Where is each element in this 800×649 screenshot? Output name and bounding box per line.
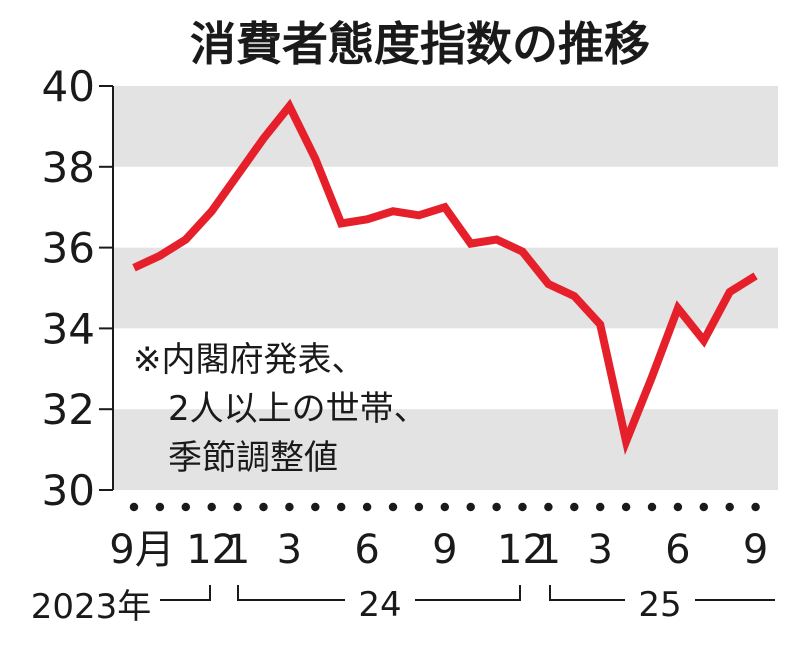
- x-axis-dot: [311, 502, 320, 512]
- grid-band: [113, 86, 778, 167]
- y-tick-label: 36: [42, 224, 95, 273]
- y-tick-label: 40: [42, 62, 95, 111]
- year-bracket-2024-right: [415, 585, 521, 601]
- year-bracket-2023: [160, 585, 211, 601]
- x-axis-dot: [621, 502, 631, 512]
- year-label-2024: 24: [358, 585, 401, 625]
- x-axis-dot: [751, 502, 760, 512]
- y-tick-label: 38: [42, 143, 95, 192]
- x-axis-dot: [233, 502, 242, 512]
- x-axis-dot: [362, 502, 372, 512]
- x-axis-dot: [466, 502, 475, 512]
- grid-band: [113, 409, 778, 490]
- x-tick-label: 3: [277, 527, 302, 573]
- x-tick-label: 12: [186, 527, 237, 573]
- grid-bands: [113, 86, 778, 490]
- note-line-1: ※内閣府発表、: [133, 340, 366, 380]
- y-axis-ticks: [99, 85, 113, 491]
- x-tick-label: 3: [587, 527, 612, 573]
- x-axis-dot: [259, 502, 268, 512]
- grid-band: [113, 247, 778, 329]
- year-label-2025: 25: [638, 585, 681, 625]
- source-note: ※内閣府発表、 2人以上の世帯、 季節調整値: [133, 340, 428, 478]
- x-axis-dot: [570, 502, 579, 512]
- x-axis-dot: [518, 502, 527, 512]
- year-label-2023: 2023年: [31, 587, 152, 627]
- y-axis-tick-labels: 30 32 34 36 38 40: [42, 62, 95, 515]
- y-tick-label: 34: [42, 304, 95, 353]
- x-axis-dot: [647, 502, 657, 512]
- x-tick-label: 1: [225, 527, 250, 573]
- x-axis-dot: [181, 502, 190, 512]
- x-axis-dots: [129, 502, 760, 512]
- x-tick-label: 1: [536, 527, 561, 573]
- chart-title: 消費者態度指数の推移: [190, 17, 650, 71]
- x-axis-dot: [544, 502, 553, 512]
- note-line-2: 2人以上の世帯、: [168, 389, 428, 429]
- x-axis-dot: [388, 502, 398, 512]
- x-tick-label: 12: [497, 527, 548, 573]
- x-axis-dot: [673, 502, 683, 512]
- x-axis-dot: [129, 502, 139, 512]
- x-axis-dot: [207, 502, 216, 512]
- x-tick-label: 9: [432, 527, 457, 573]
- x-axis-dot: [596, 502, 605, 512]
- year-bracket-2025-left: [549, 585, 625, 601]
- year-bracket-2024-left: [237, 585, 345, 601]
- x-axis-dot: [440, 502, 449, 512]
- x-tick-label: 6: [354, 527, 379, 573]
- x-axis-dot: [492, 502, 501, 512]
- x-axis-dot: [699, 502, 708, 512]
- x-tick-label: 9月: [109, 527, 174, 573]
- note-line-3: 季節調整値: [168, 438, 338, 478]
- x-axis-dot: [155, 502, 165, 512]
- x-axis-dot: [725, 502, 734, 512]
- series-line: [132, 98, 758, 456]
- y-tick-label: 30: [42, 466, 95, 515]
- year-labels: 2023年 24 25: [31, 585, 775, 627]
- x-axis-tick-labels: 9月 121 3 6 9 121 3 6 9: [109, 527, 768, 573]
- x-axis-dot: [285, 502, 294, 512]
- x-axis-dot: [414, 502, 424, 512]
- x-tick-label: 9: [743, 527, 768, 573]
- x-tick-label: 6: [665, 527, 690, 573]
- y-tick-label: 32: [42, 385, 95, 434]
- x-axis-dot: [337, 502, 346, 512]
